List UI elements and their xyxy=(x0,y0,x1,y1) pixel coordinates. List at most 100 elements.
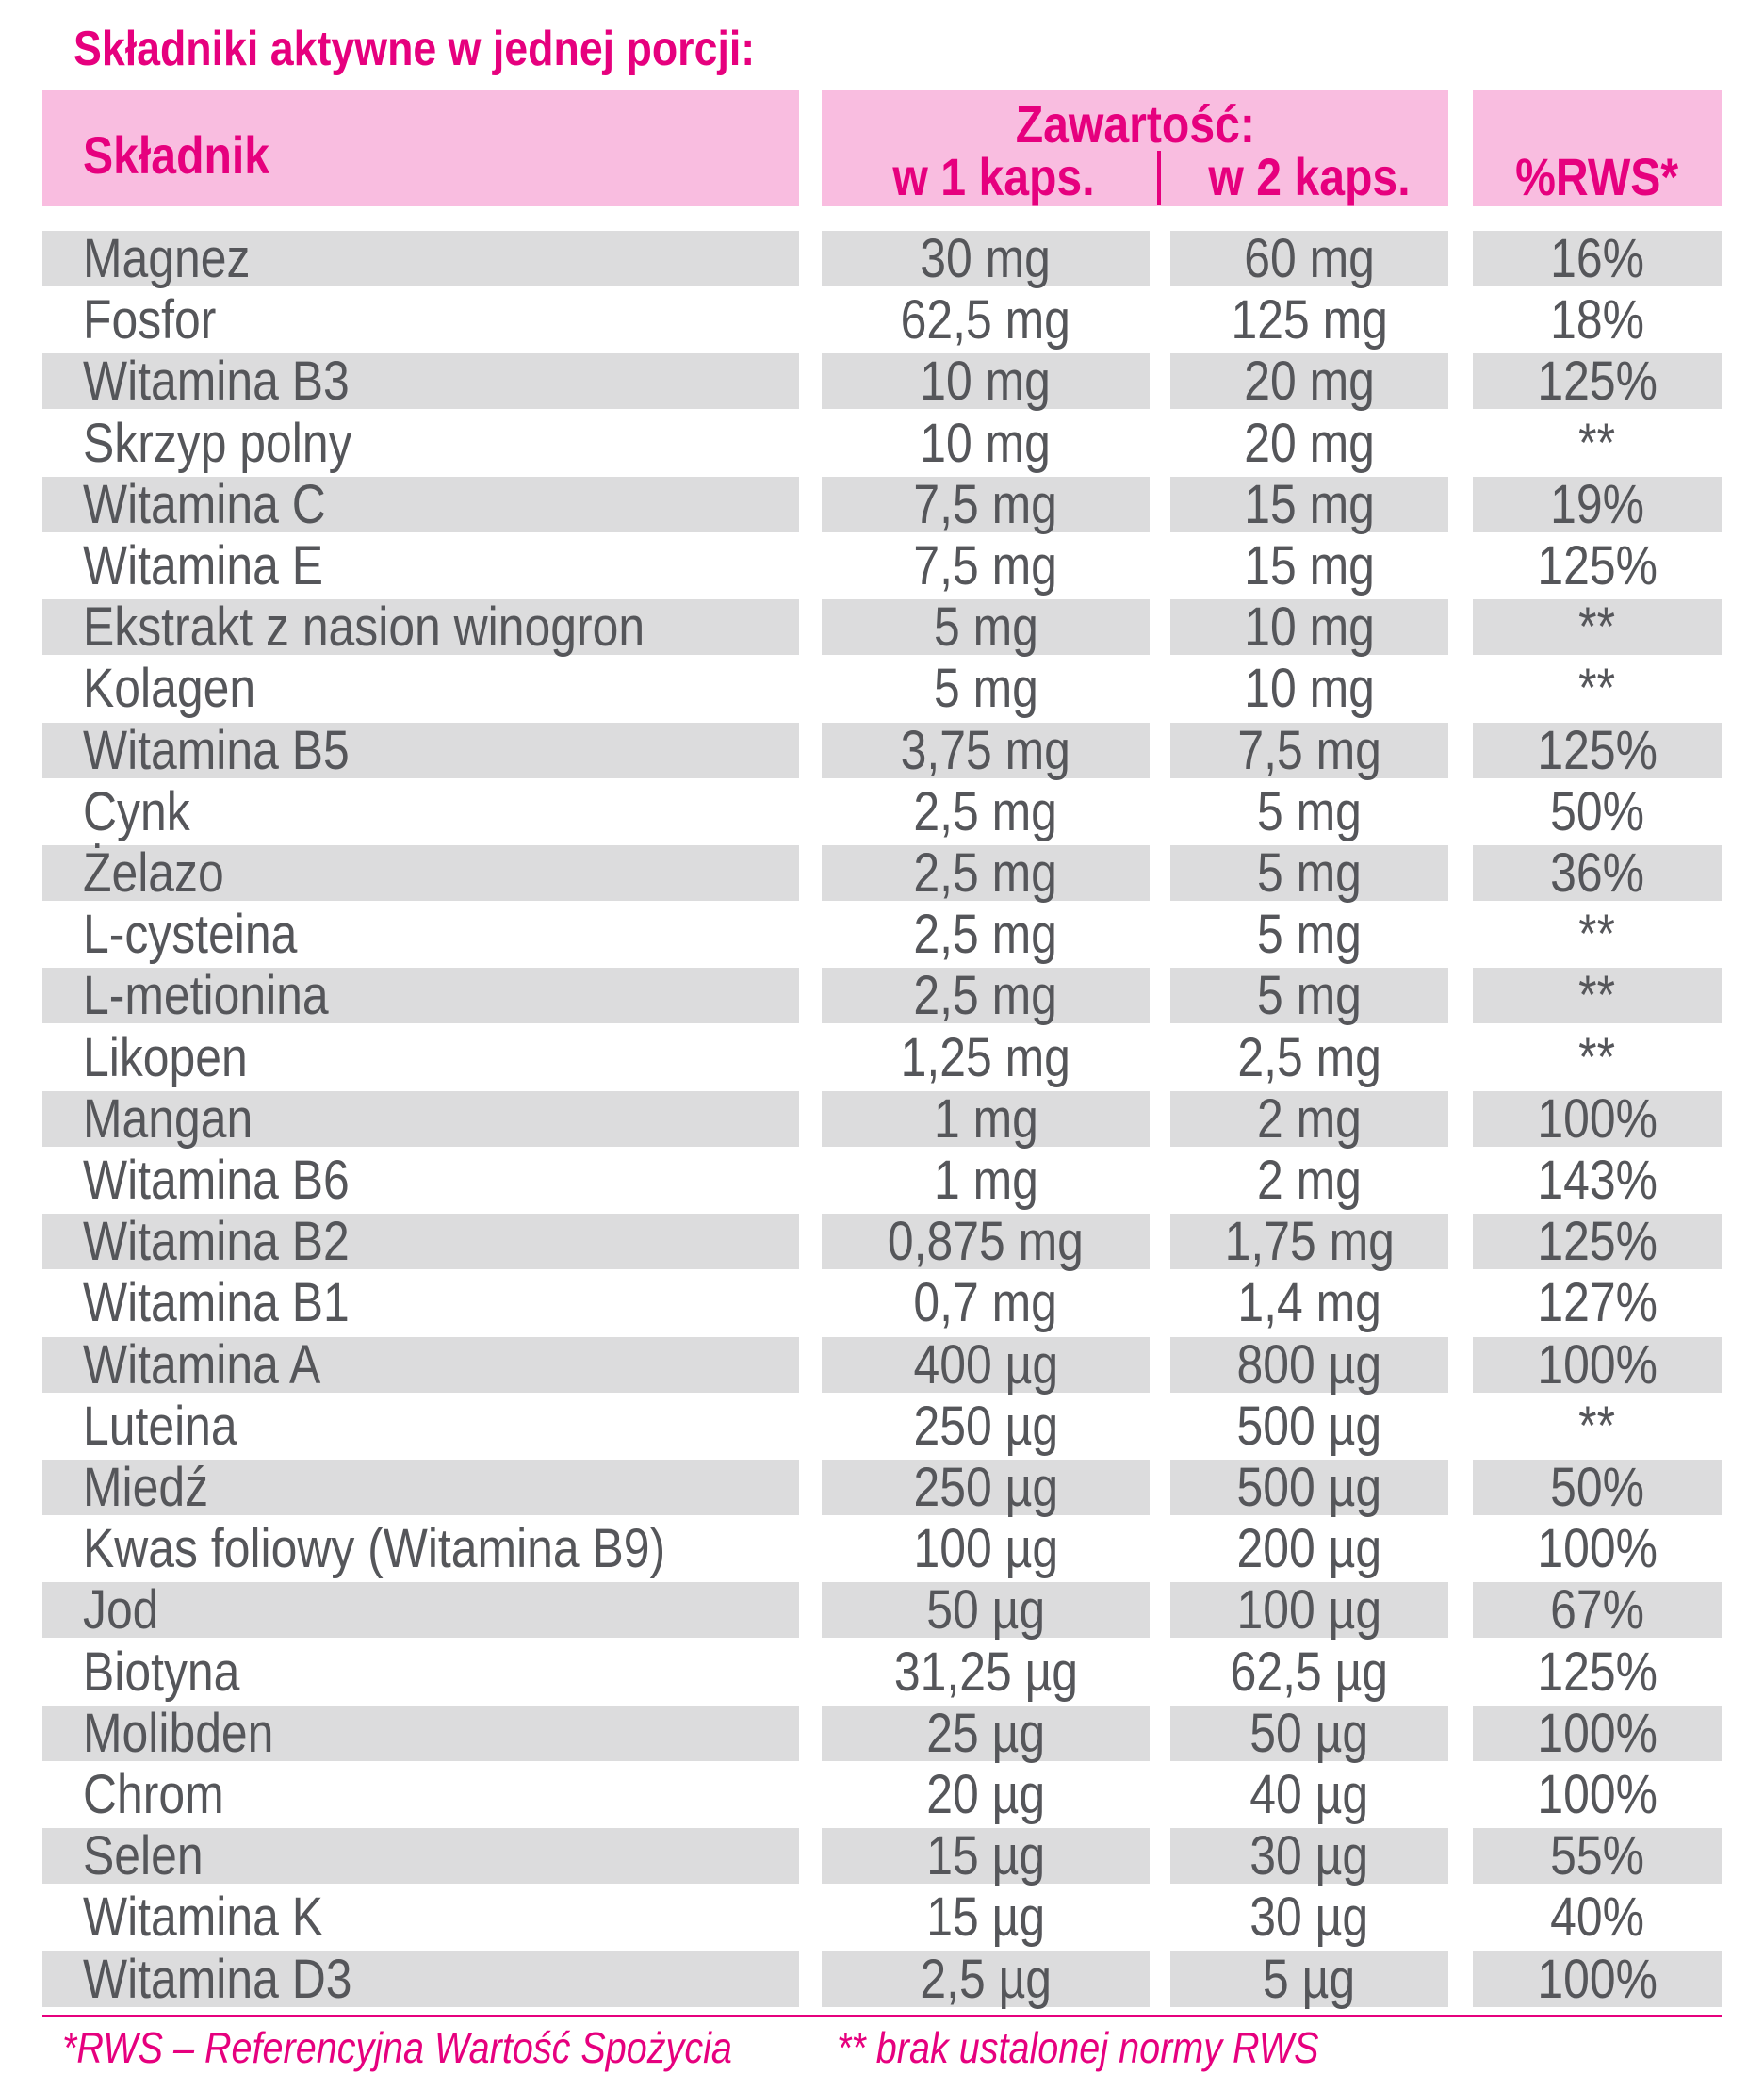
row-bar-per2 xyxy=(1170,722,1448,778)
rws-percent: 100% xyxy=(1537,1333,1658,1396)
amount-per-1-capsule: 2,5 mg xyxy=(913,842,1058,904)
ingredient-name: Witamina B2 xyxy=(83,1211,350,1273)
ingredient-name: L-metionina xyxy=(83,965,329,1027)
row-bar-per2 xyxy=(1170,1460,1448,1515)
footnote-rws: *RWS – Referencyjna Wartość Spożycia xyxy=(62,2023,732,2072)
table-row: Witamina C 7,5 mg 15 mg 19% xyxy=(0,473,1764,535)
table-row: Selen 15 µg 30 µg 55% xyxy=(0,1825,1764,1887)
rws-percent: 40% xyxy=(1550,1886,1644,1949)
rws-percent: ** xyxy=(1578,658,1616,720)
rws-percent: 36% xyxy=(1550,842,1644,904)
header-separator xyxy=(1157,151,1161,205)
bottom-divider xyxy=(42,2015,1722,2017)
rws-percent: 50% xyxy=(1550,1457,1644,1518)
amount-per-1-capsule: 25 µg xyxy=(926,1702,1045,1764)
row-bar-per2 xyxy=(1170,845,1448,901)
ingredient-name: Selen xyxy=(83,1825,204,1887)
table-row: Witamina A 400 µg 800 µg 100% xyxy=(0,1333,1764,1396)
table-row: Witamina B2 0,875 mg 1,75 mg 125% xyxy=(0,1211,1764,1273)
amount-per-1-capsule: 250 µg xyxy=(913,1395,1058,1457)
rws-percent: 143% xyxy=(1537,1150,1658,1211)
amount-per-2-capsules: 1,4 mg xyxy=(1237,1272,1381,1334)
row-bar-per2 xyxy=(1170,1828,1448,1885)
row-bar-ingredient xyxy=(42,353,799,410)
header-content-label: Zawartość: xyxy=(1015,94,1255,154)
amount-per-2-capsules: 7,5 mg xyxy=(1237,719,1381,781)
row-bar-ingredient xyxy=(42,722,799,778)
row-bar-ingredient xyxy=(42,1460,799,1515)
table-row: Luteina 250 µg 500 µg ** xyxy=(0,1395,1764,1457)
amount-per-1-capsule: 10 mg xyxy=(920,412,1052,474)
page-title: Składniki aktywne w jednej porcji: xyxy=(74,22,756,76)
table-row: Żelazo 2,5 mg 5 mg 36% xyxy=(0,842,1764,904)
table-row: Witamina B5 3,75 mg 7,5 mg 125% xyxy=(0,719,1764,781)
amount-per-1-capsule: 20 µg xyxy=(926,1764,1045,1825)
row-bar-rws xyxy=(1473,1090,1722,1147)
row-bar-per2 xyxy=(1170,968,1448,1024)
rws-percent: 100% xyxy=(1537,1087,1658,1150)
row-bar-rws xyxy=(1473,845,1722,901)
table-row: Cynk 2,5 mg 5 mg 50% xyxy=(0,780,1764,842)
amount-per-2-capsules: 5 µg xyxy=(1263,1948,1356,2010)
row-bar-per1 xyxy=(822,599,1150,656)
rws-percent: 50% xyxy=(1550,780,1644,842)
table-row: Magnez 30 mg 60 mg 16% xyxy=(0,229,1764,288)
amount-per-1-capsule: 15 µg xyxy=(926,1886,1045,1949)
amount-per-1-capsule: 7,5 mg xyxy=(913,473,1058,535)
row-bar-per2 xyxy=(1170,231,1448,286)
row-bar-ingredient xyxy=(42,1951,799,2007)
amount-per-2-capsules: 5 mg xyxy=(1257,904,1362,966)
rws-percent: ** xyxy=(1578,412,1616,474)
header-ingredient-cell xyxy=(42,90,799,206)
row-bar-ingredient xyxy=(42,1705,799,1761)
row-bar-rws xyxy=(1473,231,1722,286)
row-bar-rws xyxy=(1473,1214,1722,1270)
row-bar-rws xyxy=(1473,476,1722,532)
amount-per-1-capsule: 31,25 µg xyxy=(893,1641,1078,1703)
row-bar-per2 xyxy=(1170,1582,1448,1639)
row-bar-per1 xyxy=(822,1705,1150,1761)
table-row: Mangan 1 mg 2 mg 100% xyxy=(0,1087,1764,1150)
amount-per-2-capsules: 2 mg xyxy=(1257,1150,1362,1211)
rws-percent: 100% xyxy=(1537,1518,1658,1580)
rws-percent: 125% xyxy=(1537,719,1658,781)
row-bar-ingredient xyxy=(42,1582,799,1639)
row-bar-per2 xyxy=(1170,476,1448,532)
header-per1-label: w 1 kaps. xyxy=(892,147,1096,206)
row-bar-ingredient xyxy=(42,845,799,901)
amount-per-2-capsules: 5 mg xyxy=(1257,780,1362,842)
amount-per-2-capsules: 62,5 µg xyxy=(1230,1641,1389,1703)
amount-per-2-capsules: 10 mg xyxy=(1244,658,1375,720)
table-row: Witamina B1 0,7 mg 1,4 mg 127% xyxy=(0,1272,1764,1334)
amount-per-2-capsules: 125 mg xyxy=(1231,289,1388,351)
row-bar-per2 xyxy=(1170,1214,1448,1270)
table-row: Witamina E 7,5 mg 15 mg 125% xyxy=(0,535,1764,596)
row-bar-per1 xyxy=(822,1214,1150,1270)
amount-per-2-capsules: 15 mg xyxy=(1244,473,1375,535)
row-bar-per1 xyxy=(822,1460,1150,1515)
amount-per-2-capsules: 2 mg xyxy=(1257,1087,1362,1150)
amount-per-1-capsule: 7,5 mg xyxy=(913,535,1058,596)
amount-per-2-capsules: 30 µg xyxy=(1250,1825,1369,1887)
header-rws-label: %RWS* xyxy=(1515,147,1679,206)
row-bar-per2 xyxy=(1170,1705,1448,1761)
row-bar-per2 xyxy=(1170,353,1448,410)
row-bar-rws xyxy=(1473,1951,1722,2007)
rws-percent: ** xyxy=(1578,1026,1616,1088)
table-row: Likopen 1,25 mg 2,5 mg ** xyxy=(0,1026,1764,1088)
amount-per-1-capsule: 1 mg xyxy=(933,1150,1038,1211)
amount-per-1-capsule: 2,5 µg xyxy=(920,1948,1052,2010)
row-bar-ingredient xyxy=(42,599,799,656)
table-row: Kwas foliowy (Witamina B9) 100 µg 200 µg 10… xyxy=(0,1518,1764,1580)
table-row: Biotyna 31,25 µg 62,5 µg 125% xyxy=(0,1641,1764,1703)
ingredient-name: Żelazo xyxy=(83,842,224,904)
table-row: Witamina D3 2,5 µg 5 µg 100% xyxy=(0,1948,1764,2010)
rws-percent: ** xyxy=(1578,596,1616,659)
amount-per-1-capsule: 1 mg xyxy=(933,1087,1038,1150)
row-bar-per2 xyxy=(1170,1336,1448,1393)
table-row: Ekstrakt z nasion winogron 5 mg 10 mg ** xyxy=(0,596,1764,659)
row-bar-ingredient xyxy=(42,1336,799,1393)
row-bar-rws xyxy=(1473,353,1722,410)
ingredient-name: Fosfor xyxy=(83,289,217,351)
ingredient-name: Witamina A xyxy=(83,1333,321,1396)
